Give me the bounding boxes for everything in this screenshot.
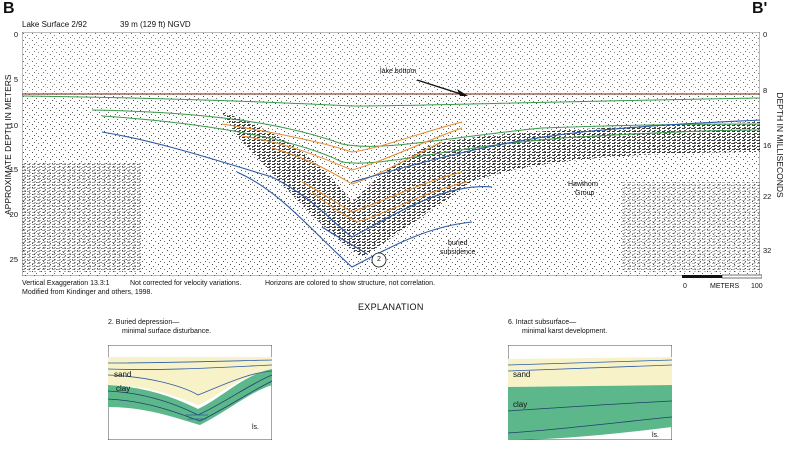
inset2-title-2: minimal karst development. bbox=[522, 328, 608, 335]
buried-label-2: subsidence bbox=[440, 249, 476, 256]
horizons-note: Horizons are colored to show structure, … bbox=[265, 280, 436, 287]
scale-bar bbox=[682, 274, 762, 279]
green-horizon-3 bbox=[101, 115, 760, 164]
inset1-clay bbox=[108, 369, 272, 425]
orange-horizon-3 bbox=[271, 141, 443, 185]
buried-label-1: buried bbox=[448, 240, 468, 247]
orange-horizon-5 bbox=[311, 181, 468, 223]
lake-bottom-label: lake bottom bbox=[380, 68, 417, 75]
inset1-clay-label: clay bbox=[116, 384, 131, 393]
inset-intact-subsurface bbox=[508, 345, 672, 440]
ngvd-label: 39 m (129 ft) NGVD bbox=[120, 20, 191, 29]
left-axis-title: APPROXIMATE DEPTH IN METERS bbox=[3, 74, 13, 215]
inset1-title-2: minimal surface disturbance. bbox=[122, 328, 212, 335]
scale-unit: METERS bbox=[710, 283, 740, 290]
left-tick-25: 25 bbox=[9, 255, 18, 264]
left-tick-5: 5 bbox=[13, 75, 18, 84]
orange-horizon-2 bbox=[241, 127, 463, 171]
circle-number: 2 bbox=[377, 256, 381, 263]
left-tick-0: 0 bbox=[13, 30, 18, 39]
right-tick-0: 0 bbox=[763, 30, 768, 39]
circle-marker bbox=[371, 252, 387, 268]
explanation-title: EXPLANATION bbox=[358, 302, 424, 312]
inset2-clay bbox=[508, 385, 672, 440]
inset2-sand-label: sand bbox=[513, 370, 531, 379]
left-tick-15: 15 bbox=[9, 165, 18, 174]
orange-horizon-1 bbox=[221, 121, 463, 153]
left-tick-10: 10 bbox=[9, 121, 18, 130]
right-tick-16: 16 bbox=[763, 141, 772, 150]
blue-horizon-2 bbox=[236, 171, 473, 268]
green-horizon-1 bbox=[22, 95, 760, 107]
lake-surface-label: Lake Surface 2/92 bbox=[22, 20, 87, 29]
inset-buried-depression bbox=[108, 345, 272, 440]
inset2-clay-label: clay bbox=[513, 400, 528, 409]
right-tick-22: 22 bbox=[763, 192, 772, 201]
inset2-sand bbox=[508, 357, 672, 387]
inset2-ls-label: ls. bbox=[652, 432, 659, 439]
lake-bottom-arrow bbox=[416, 79, 465, 96]
left-tick-20: 20 bbox=[9, 210, 18, 219]
blue-horizon-1 bbox=[101, 131, 493, 238]
orange-horizon-4 bbox=[301, 171, 463, 213]
dark-reflectors bbox=[222, 112, 760, 257]
blue-horizon-3 bbox=[351, 119, 760, 183]
inset1-ls-label: ls. bbox=[252, 424, 259, 431]
hawthorn-label-2: Group bbox=[575, 190, 595, 197]
modified-note: Modified from Kindinger and others, 1998… bbox=[22, 289, 153, 296]
arrow-head bbox=[457, 89, 468, 96]
velocity-note: Not corrected for velocity variations. bbox=[130, 280, 242, 287]
lake-bottom-line bbox=[22, 92, 760, 96]
right-tick-32: 32 bbox=[763, 246, 772, 255]
right-tick-8: 8 bbox=[763, 86, 768, 95]
hawthorn-label-1: Hawthorn bbox=[568, 181, 598, 188]
panel-letter-left: B bbox=[3, 0, 15, 17]
inset1-title-1: 2. Buried depression— bbox=[108, 319, 180, 326]
scale-zero: 0 bbox=[683, 283, 687, 290]
inset2-title-1: 6. Intact subsurface— bbox=[508, 319, 577, 326]
inset1-sand-label: sand bbox=[114, 370, 132, 379]
seismic-profile bbox=[22, 32, 760, 276]
scale-max: 100 bbox=[751, 283, 763, 290]
panel-letter-right: B' bbox=[752, 0, 768, 17]
exaggeration-note: Vertical Exaggeration 13.3:1 bbox=[22, 280, 110, 287]
blue-horizon-4 bbox=[321, 226, 368, 255]
